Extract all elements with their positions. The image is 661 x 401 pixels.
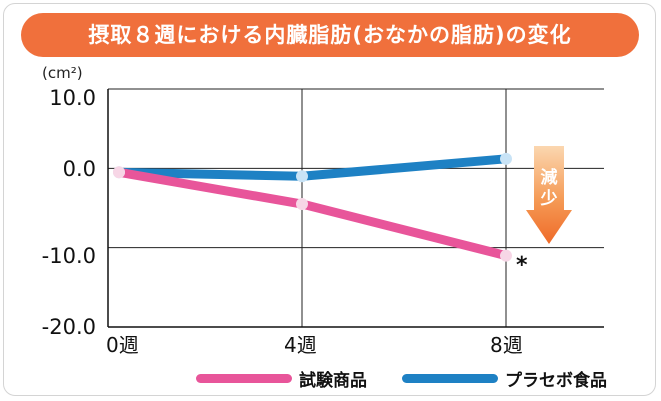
- decrease-label-char: 減: [540, 168, 558, 188]
- decrease-label: 減 少: [531, 168, 567, 210]
- x-tick-label: 4週: [284, 333, 317, 357]
- y-tick-label: 0.0: [62, 157, 96, 181]
- chart-title: 摂取８週における内臓脂肪(おなかの脂肪)の変化: [21, 13, 639, 57]
- series-line: [114, 167, 511, 261]
- decrease-label-char: 少: [540, 189, 558, 209]
- decrease-arrow-badge: [526, 146, 572, 244]
- data-point: [113, 166, 125, 179]
- x-tick-label: 8週: [490, 333, 523, 357]
- data-point: [500, 249, 512, 262]
- legend-label-test-product: 試験商品: [299, 371, 367, 391]
- x-tick-label: 0週: [106, 333, 139, 357]
- data-point: [500, 152, 512, 165]
- significance-mark: *: [516, 253, 528, 278]
- y-unit-label: (cm²): [42, 64, 83, 82]
- series-line: [114, 154, 511, 181]
- data-point: [296, 170, 308, 183]
- legend-swatch-placebo: [402, 374, 498, 383]
- legend-label-placebo: プラセボ食品: [505, 371, 607, 391]
- y-tick-label: -20.0: [41, 315, 96, 339]
- legend-swatch-test-product: [196, 374, 292, 383]
- y-tick-label: 10.0: [49, 86, 96, 110]
- data-point: [296, 198, 308, 211]
- y-tick-label: -10.0: [41, 244, 96, 268]
